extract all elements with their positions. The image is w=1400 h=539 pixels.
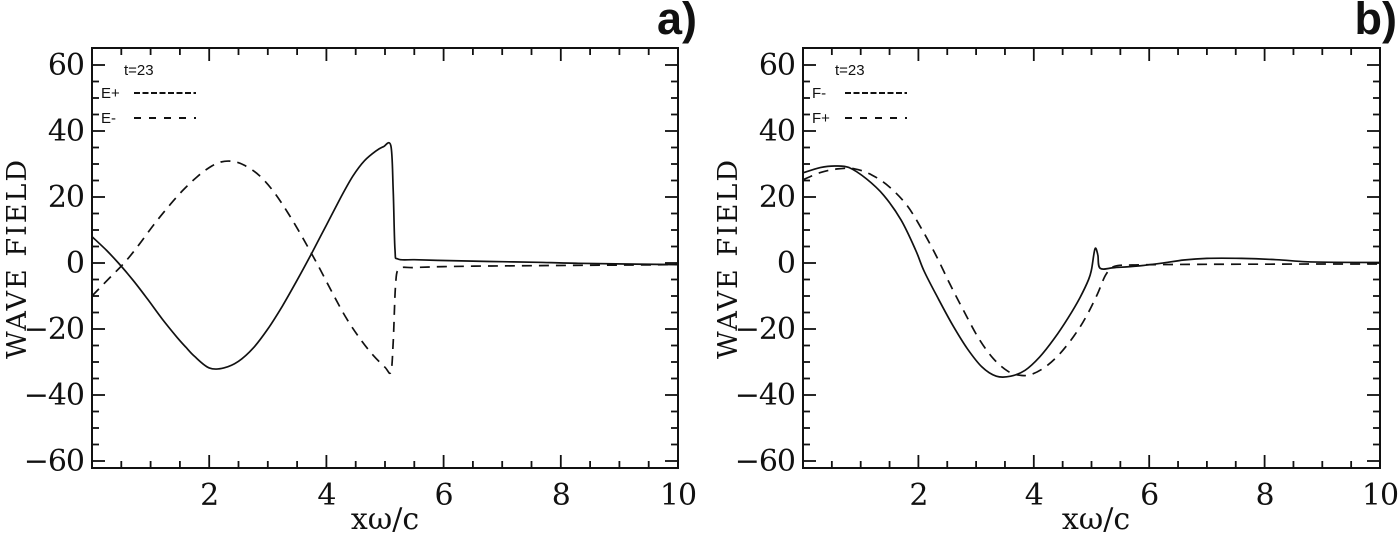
axis-frame [802, 47, 1381, 469]
plot-axes-a: −60 −40 −20 0 20 40 60 2 4 6 8 10 [24, 47, 697, 513]
x-tick-labels: 2 4 6 8 10 [200, 478, 697, 513]
y-tick-label: −60 [24, 444, 84, 479]
curve-E- [91, 160, 679, 375]
y-tick-label: −20 [24, 312, 84, 347]
x-axis-title-a: xω/c [350, 502, 420, 537]
y-tick-label: −20 [735, 312, 795, 347]
axis-ticks [92, 48, 679, 468]
curves [91, 141, 679, 375]
y-tick-label: −40 [24, 378, 84, 413]
y-tick-labels: −60 −40 −20 0 20 40 60 [735, 48, 796, 479]
frame-rect [802, 47, 1381, 469]
x-tick-labels: 2 4 6 8 10 [909, 478, 1399, 513]
y-axis-title-a: WAVE FIELD [2, 157, 33, 359]
y-tick-label: 0 [777, 246, 795, 281]
x-tick-label: 6 [1140, 478, 1158, 513]
x-tick-label: 10 [660, 478, 696, 513]
y-tick-label: 40 [759, 114, 795, 149]
y-tick-label: 60 [759, 48, 795, 83]
curve-E+ [91, 141, 679, 370]
x-axis-title-b: xω/c [1061, 502, 1131, 537]
axis-ticks [803, 48, 1381, 468]
frame-rect [91, 47, 679, 469]
y-tick-label: 40 [48, 114, 84, 149]
panel-label-a: a) [656, 0, 697, 44]
y-tick-label: 20 [759, 180, 795, 215]
panel-a: −60 −40 −20 0 20 40 60 2 4 6 8 10 a) WAVE FIELD xω/… [2, 0, 697, 537]
y-tick-label: 0 [66, 246, 84, 281]
y-tick-labels: −60 −40 −20 0 20 40 60 [24, 48, 85, 479]
plot-axes-b: −60 −40 −20 0 20 40 60 2 4 6 8 10 [735, 47, 1399, 513]
x-tick-label: 8 [552, 478, 570, 513]
x-tick-label: 2 [200, 478, 218, 513]
curve-F- [802, 165, 1381, 378]
x-tick-label: 2 [909, 478, 927, 513]
axis-frame [91, 47, 679, 469]
x-tick-label: 10 [1362, 478, 1398, 513]
x-tick-label: 4 [1025, 478, 1043, 513]
x-tick-label: 8 [1256, 478, 1274, 513]
y-tick-label: 60 [48, 48, 84, 83]
panel-b: −60 −40 −20 0 20 40 60 2 4 6 8 10 b) WAVE FIELD xω/… [700, 0, 1400, 539]
y-tick-label: 20 [48, 180, 84, 215]
y-axis-title-b: WAVE FIELD [713, 157, 744, 359]
x-tick-label: 6 [435, 478, 453, 513]
panel-label-b: b) [1354, 0, 1397, 44]
y-tick-label: −40 [735, 378, 795, 413]
curves [802, 165, 1381, 378]
curve-F+ [802, 167, 1380, 377]
x-tick-label: 4 [317, 478, 335, 513]
y-tick-label: −60 [735, 444, 795, 479]
